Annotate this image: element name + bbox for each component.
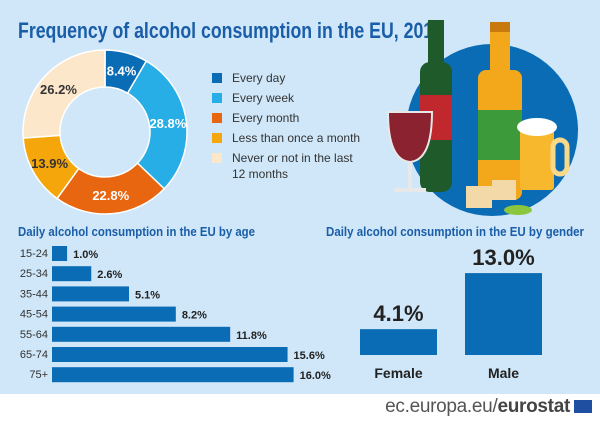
age-category-label: 25-34	[20, 268, 48, 280]
age-category-label: 55-64	[20, 329, 48, 341]
age-category-label: 75+	[29, 369, 48, 381]
age-category-label: 45-54	[20, 309, 48, 321]
legend-swatch	[212, 153, 222, 163]
age-value-label: 1.0%	[73, 249, 98, 261]
footer-source: ec.europa.eu/eurostat	[385, 396, 570, 418]
slice-label: 13.9%	[31, 156, 68, 171]
age-value-label: 5.1%	[135, 289, 160, 301]
footer-site: ec.europa.eu/	[385, 396, 498, 417]
main-title: Frequency of alcohol consumption in the …	[18, 18, 443, 43]
gender-value-label: 13.0%	[472, 245, 534, 270]
slice-label: 8.4%	[107, 64, 137, 79]
slice-label: 22.8%	[92, 188, 129, 203]
age-value-label: 11.8%	[236, 330, 267, 342]
donut-slice	[22, 49, 106, 139]
gender-bar	[465, 273, 542, 355]
gender-chart-title: Daily alcohol consumption in the EU by g…	[326, 224, 584, 239]
age-value-label: 15.6%	[294, 350, 325, 362]
age-bar	[52, 286, 130, 302]
legend-label: Less than once a month	[232, 131, 360, 145]
slice-label: 26.2%	[40, 82, 77, 97]
age-bar	[52, 367, 294, 383]
age-bar	[52, 326, 231, 342]
legend-label: Every month	[232, 111, 299, 125]
slice-label: 28.8%	[149, 116, 186, 131]
gender-category-label: Female	[374, 365, 422, 381]
gender-bar-chart: 4.1% Female 13.0% Male	[360, 245, 542, 381]
legend-label: Every day	[232, 71, 285, 85]
age-chart-title: Daily alcohol consumption in the EU by a…	[18, 224, 255, 239]
age-bar	[52, 306, 176, 322]
legend-label: Every week	[232, 91, 295, 105]
gender-value-label: 4.1%	[373, 301, 423, 326]
age-value-label: 2.6%	[97, 269, 122, 281]
gender-category-label: Male	[488, 365, 519, 381]
legend-swatch	[212, 133, 222, 143]
legend-swatch	[212, 113, 222, 123]
footer-brand: eurostat	[497, 396, 570, 417]
eu-flag-logo	[574, 400, 592, 413]
bottles-illustration	[386, 20, 578, 216]
age-value-label: 8.2%	[182, 310, 207, 322]
age-bar	[52, 347, 288, 362]
age-bar-chart: 15-24 1.0% 25-34 2.6% 35-44 5.1% 45-54 8.2% 55-6…	[20, 246, 331, 383]
age-bar	[52, 246, 68, 261]
legend-swatch	[212, 93, 222, 103]
age-category-label: 15-24	[20, 248, 48, 260]
legend-swatch	[212, 73, 222, 83]
legend-label: 12 months	[232, 167, 288, 181]
gender-bar	[360, 329, 437, 355]
donut-slice	[126, 60, 188, 190]
legend-label: Never or not in the last	[232, 151, 353, 165]
age-value-label: 16.0%	[300, 370, 331, 382]
age-category-label: 65-74	[20, 349, 48, 361]
age-category-label: 35-44	[20, 288, 48, 300]
chart-canvas: Frequency of alcohol consumption in the …	[18, 18, 584, 383]
donut-chart: 8.4% 28.8% 22.8% 13.9% 26.2%	[22, 49, 188, 215]
age-bar	[52, 266, 92, 282]
donut-legend: Every day Every week Every month Less than …	[212, 71, 360, 181]
